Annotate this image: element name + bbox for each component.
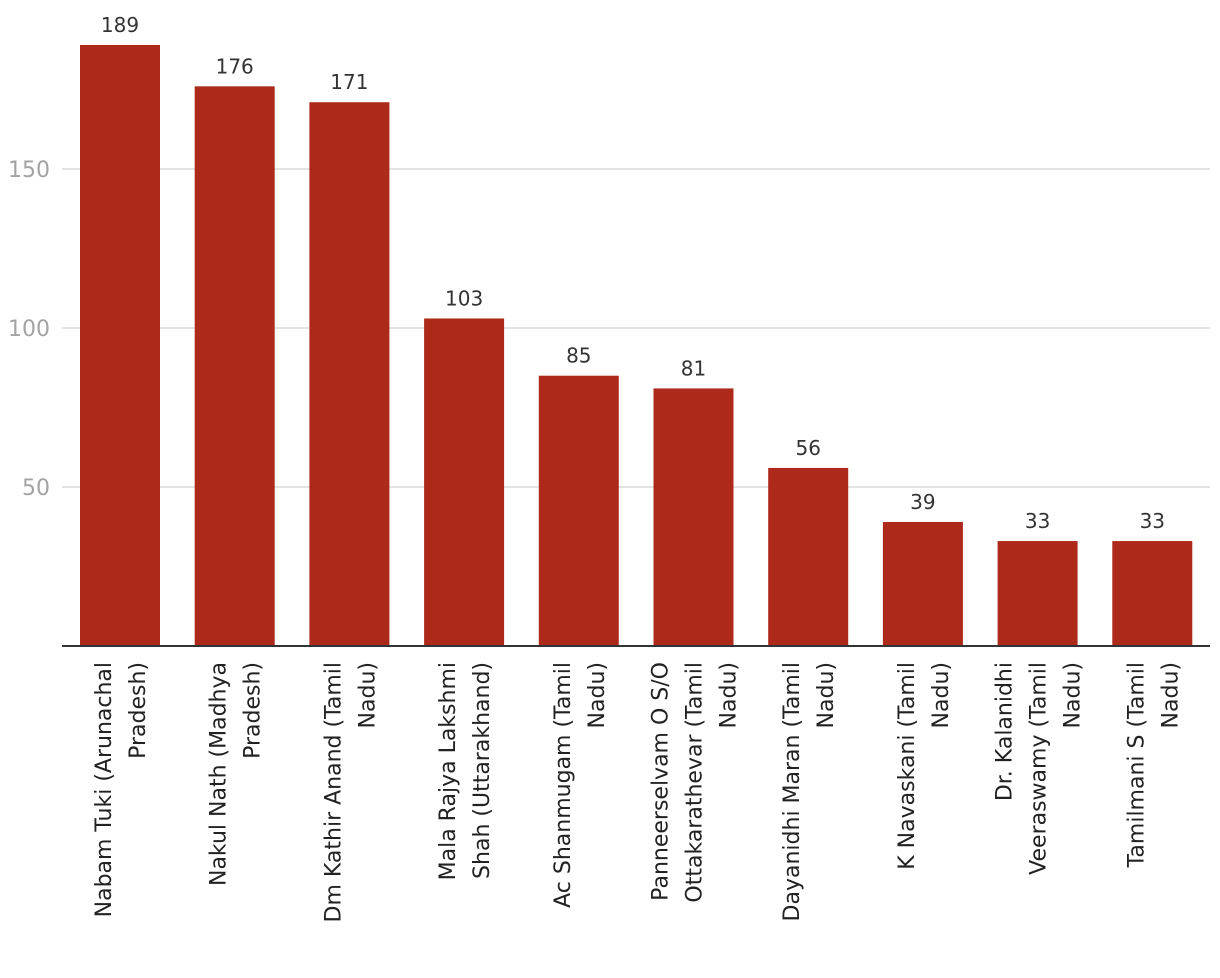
bar-value-label: 39 [910, 490, 935, 514]
x-category-label: Dr. Kalanidhi [993, 662, 1018, 801]
x-category-label: K Navaskani (Tamil [895, 662, 920, 870]
bar-value-label: 81 [681, 356, 706, 380]
bar-value-label: 103 [445, 286, 483, 310]
bar [653, 388, 734, 646]
x-category-label: Pradesh) [241, 662, 266, 759]
x-category-label: Nadu) [1061, 662, 1086, 728]
x-category-label: Mala Rajya Lakshmi [436, 662, 461, 880]
bar-value-label: 33 [1025, 509, 1050, 533]
bar [424, 318, 505, 646]
x-category-label: Shah (Uttarakhand) [470, 662, 495, 879]
x-category-label: Nadu) [585, 662, 610, 728]
y-tick-label: 150 [8, 158, 50, 183]
x-axis-category-labels: Nabam Tuki (Arunachal Pradesh) Nakul Nath … [92, 662, 1183, 923]
y-tick-label: 50 [22, 476, 50, 501]
bar-value-label: 33 [1140, 509, 1165, 533]
x-category-label: Tamilmani S (Tamil [1124, 662, 1149, 868]
bar [882, 521, 963, 646]
y-axis-ticks: 50 100 150 [8, 158, 50, 501]
bar-value-label: 176 [216, 54, 254, 78]
x-category-label: Nakul Nath (Madhya [207, 662, 232, 886]
data-labels: 189 176 171 103 85 81 56 39 33 33 [101, 13, 1165, 533]
x-category-label: Veeraswamy (Tamil [1027, 662, 1052, 875]
bar [194, 86, 275, 646]
x-category-label: Panneerselvam O S/O [649, 662, 674, 901]
x-category-label: Ac Shanmugam (Tamil [551, 662, 576, 908]
x-category-label: Nadu) [717, 662, 742, 728]
x-category-label: Nadu) [355, 662, 380, 728]
bar [997, 541, 1078, 646]
bar [309, 102, 390, 647]
bars [80, 44, 1193, 647]
bar-value-label: 85 [566, 344, 591, 368]
bar [538, 375, 619, 646]
bar-value-label: 171 [330, 70, 368, 94]
bar-value-label: 56 [795, 436, 820, 460]
x-category-label: Nadu) [814, 662, 839, 728]
x-category-label: Nadu) [929, 662, 954, 728]
bar [768, 467, 849, 646]
bar [80, 44, 160, 647]
x-category-label: Ottakarathevar (Tamil [683, 662, 708, 903]
y-tick-label: 100 [8, 317, 50, 342]
x-category-label: Nadu) [1158, 662, 1183, 728]
x-category-label: Nabam Tuki (Arunachal [92, 662, 117, 917]
bar-value-label: 189 [101, 13, 139, 37]
bar [1112, 541, 1193, 646]
x-category-label: Dm Kathir Anand (Tamil [321, 662, 346, 923]
x-category-label: Pradesh) [126, 662, 151, 759]
x-category-label: Dayanidhi Maran (Tamil [780, 662, 805, 921]
